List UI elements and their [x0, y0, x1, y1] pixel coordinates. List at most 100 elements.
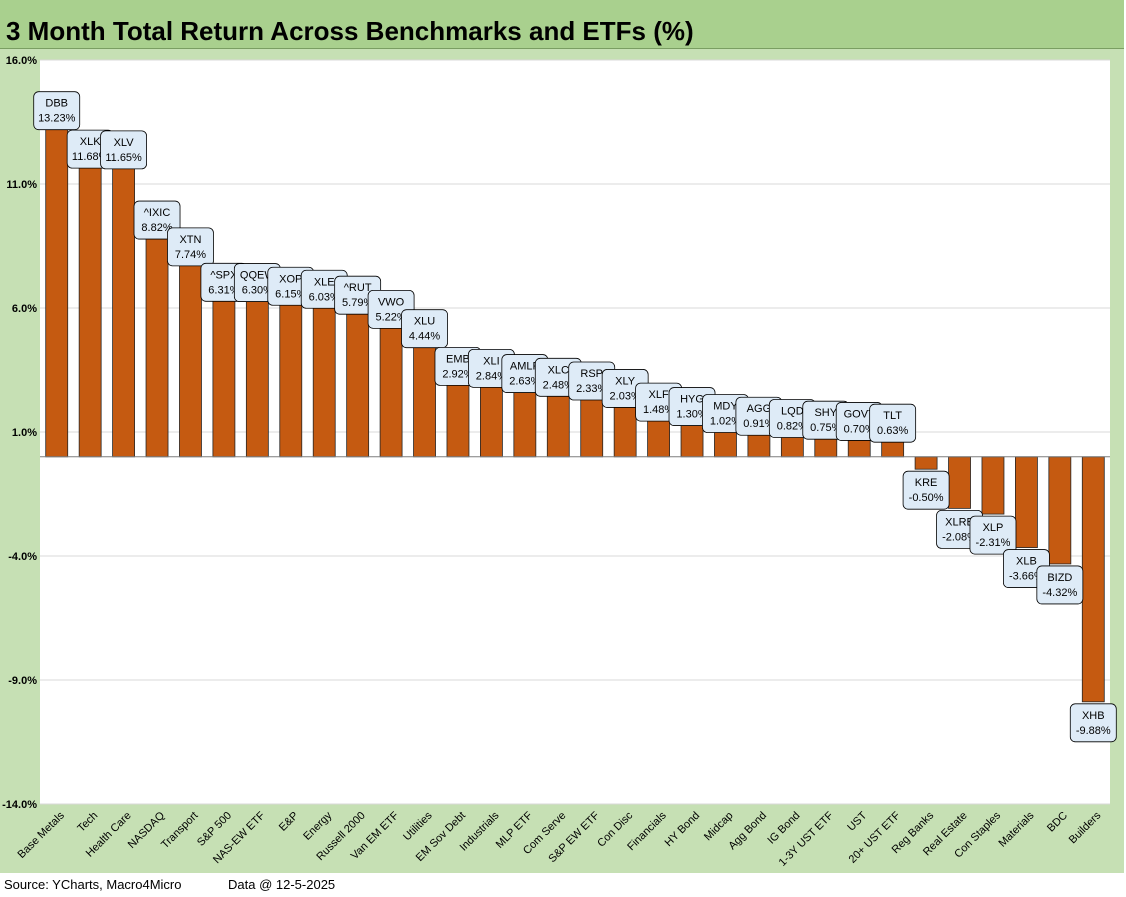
ticker-label: SHY — [814, 407, 837, 419]
bar-xlf — [647, 419, 670, 458]
bar-shy — [814, 437, 838, 458]
bar-agg — [747, 433, 771, 458]
bar-bizd — [1048, 456, 1072, 565]
x-tick-label: Base Metals — [16, 809, 68, 861]
ticker-label: ^RUT — [344, 282, 372, 294]
ticker-label: VWO — [378, 296, 405, 308]
y-tick-label: 6.0% — [12, 303, 37, 315]
bar-tlt — [881, 440, 905, 458]
data-label-xlu: XLU 4.44% — [401, 309, 448, 349]
value-label: 0.63% — [877, 425, 908, 437]
x-tick-label: Materials — [996, 809, 1036, 849]
value-label: 0.75% — [810, 422, 841, 434]
bar-mdy — [714, 431, 737, 458]
bar-amlp — [513, 391, 537, 458]
ticker-label: XLI — [483, 355, 500, 367]
ticker-label: EMB — [446, 353, 470, 365]
ticker-label: TLT — [883, 410, 902, 422]
ticker-label: XLU — [414, 316, 435, 328]
x-tick-label: HY Bond — [663, 810, 702, 849]
x-tick-label: Transport — [159, 810, 200, 851]
data-label-box — [1036, 565, 1084, 605]
x-tick-label: UST — [845, 809, 869, 833]
y-tick-label: 1.0% — [12, 427, 37, 439]
data-label-xlv: XLV 11.65% — [100, 130, 147, 170]
data-label-xlp: XLP -2.31% — [969, 515, 1017, 555]
ticker-label: MDY — [713, 401, 738, 413]
bar-hyg — [680, 424, 704, 458]
bar-rut — [346, 312, 370, 458]
y-tick-label: -4.0% — [8, 551, 37, 563]
ticker-label: BIZD — [1047, 572, 1072, 584]
ticker-label: AGG — [747, 403, 771, 415]
ticker-label: HYG — [680, 394, 704, 406]
ticker-label: XLP — [983, 522, 1004, 534]
bar-xly — [613, 406, 637, 458]
value-label: -0.50% — [909, 492, 944, 504]
value-label: -2.08% — [942, 531, 977, 543]
bar-xlv — [112, 167, 135, 458]
bar-govt — [847, 439, 871, 458]
data-label-dbb: DBB 13.23% — [33, 91, 81, 131]
ticker-label: GOVT — [844, 408, 875, 420]
ticker-label: XLV — [114, 137, 135, 149]
data-label-box — [33, 91, 81, 131]
ticker-label: XLC — [548, 364, 569, 376]
bar-xli — [480, 385, 503, 458]
ticker-label: XLB — [1016, 556, 1037, 568]
bar-kre — [914, 456, 938, 470]
bar-xhb — [1081, 456, 1105, 703]
value-label: 8.82% — [141, 222, 172, 234]
data-label-box — [100, 130, 147, 170]
ticker-label: KRE — [915, 477, 938, 489]
ticker-label: QQEW — [240, 270, 275, 282]
ticker-label: LQD — [781, 405, 804, 417]
value-label: 0.91% — [743, 418, 774, 430]
bar-rsp — [580, 398, 604, 458]
bar-lqd — [780, 436, 804, 458]
footer: Source: YCharts, Macro4Micro Data @ 12-5… — [0, 873, 1124, 897]
bar-dbb — [45, 128, 69, 458]
bar-spx — [212, 299, 236, 458]
value-label: 6.31% — [208, 284, 239, 296]
data-label-bizd: BIZD -4.32% — [1036, 565, 1084, 605]
bar-xlu — [413, 346, 436, 458]
data-label-xtn: XTN 7.74% — [167, 227, 214, 267]
value-label: 7.74% — [175, 249, 206, 261]
data-label-box — [902, 470, 950, 510]
value-label: -3.66% — [1009, 571, 1044, 583]
ticker-label: XLE — [314, 276, 335, 288]
ticker-label: XLY — [615, 375, 636, 387]
bar-xop — [279, 303, 303, 458]
source-note: Source: YCharts, Macro4Micro — [4, 877, 182, 892]
data-label-xhb: XHB -9.88% — [1069, 703, 1117, 743]
value-label: 1.30% — [676, 409, 707, 421]
ticker-label: XHB — [1082, 710, 1105, 722]
chart-title: 3 Month Total Return Across Benchmarks a… — [6, 16, 694, 46]
value-label: 5.22% — [375, 311, 406, 323]
ticker-label: AMLP — [510, 361, 540, 373]
value-label: 6.15% — [275, 288, 306, 300]
ticker-label: XLF — [649, 389, 669, 401]
value-label: -2.31% — [976, 537, 1011, 549]
value-label: 1.02% — [710, 416, 741, 428]
value-label: 0.70% — [844, 423, 875, 435]
title-bar: 3 Month Total Return Across Benchmarks a… — [0, 0, 1124, 49]
data-label-box — [401, 309, 448, 349]
bar-xlc — [546, 394, 570, 458]
ticker-label: XLRE — [945, 516, 974, 528]
y-tick-label: -14.0% — [2, 799, 37, 811]
data-date: Data @ 12-5-2025 — [228, 877, 336, 892]
ticker-label: DBB — [45, 98, 68, 110]
bar-xle — [312, 306, 336, 458]
x-tick-label: Energy — [301, 809, 334, 842]
x-tick-label: Builders — [1067, 809, 1104, 846]
bar-xtn — [179, 264, 202, 458]
ticker-label: RSP — [580, 368, 603, 380]
data-label-box — [869, 403, 917, 443]
bar-xlre — [948, 456, 971, 509]
data-label-kre: KRE -0.50% — [902, 470, 950, 510]
value-label: 2.63% — [509, 376, 540, 388]
value-label: 2.03% — [610, 390, 641, 402]
